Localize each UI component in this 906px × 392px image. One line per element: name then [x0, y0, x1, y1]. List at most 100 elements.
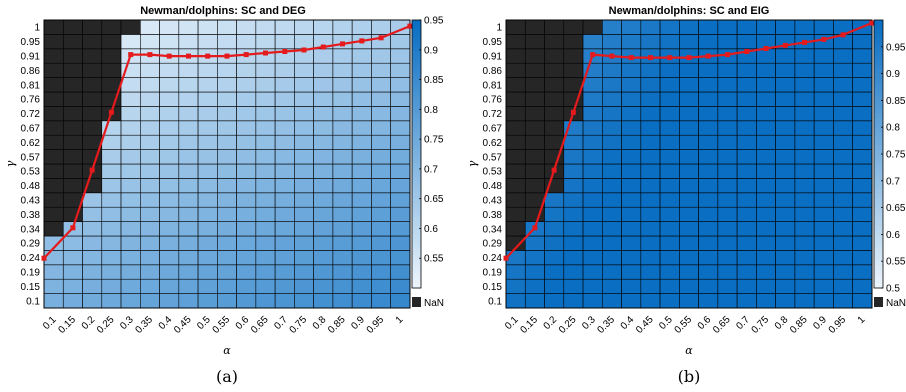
heatmap-cell	[833, 235, 853, 251]
heatmap-cell	[813, 192, 834, 208]
heatmap-cell	[833, 250, 853, 266]
plot-frame	[505, 19, 873, 309]
heatmap-cell	[544, 62, 565, 78]
heatmap-cell	[332, 48, 353, 64]
colorbar-segment	[874, 104, 883, 110]
x-axis-label: α	[685, 344, 693, 357]
heatmap-cell	[236, 19, 257, 35]
colorbar-segment	[412, 33, 421, 39]
heatmap-cell	[140, 206, 160, 222]
heatmap-cell	[178, 134, 199, 150]
heatmap-cell	[120, 178, 141, 194]
line-marker	[301, 47, 307, 53]
colorbar-segment	[874, 283, 883, 289]
colorbar-segment	[874, 100, 883, 106]
heatmap-cell	[313, 77, 334, 93]
heatmap-cell	[371, 293, 391, 309]
heatmap-cell	[101, 48, 122, 64]
heatmap-cell	[679, 120, 699, 136]
heatmap-cell	[775, 134, 796, 150]
heatmap-cell	[621, 163, 642, 179]
colorbar-segment	[412, 198, 421, 204]
colorbar-segment	[412, 189, 421, 195]
heatmap-cell	[371, 134, 391, 150]
heatmap-cell	[159, 192, 180, 208]
heatmap-cell	[717, 34, 738, 50]
heatmap-cell	[794, 192, 815, 208]
heatmap-cell	[159, 106, 180, 122]
heatmap-cell	[140, 62, 160, 78]
heatmap-cell	[351, 19, 372, 35]
line-marker	[686, 55, 692, 61]
heatmap-cell	[159, 62, 180, 78]
heatmap-cell	[813, 293, 834, 309]
heatmap-cell	[217, 106, 237, 122]
heatmap-cell	[756, 19, 776, 35]
heatmap-cell	[390, 278, 411, 294]
heatmap-cell	[101, 134, 122, 150]
colorbar-segment	[412, 243, 421, 249]
heatmap-cell	[736, 134, 757, 150]
heatmap-cell	[351, 163, 372, 179]
heatmap-cell	[178, 120, 199, 136]
heatmap-cell	[159, 178, 180, 194]
heatmap-cell	[159, 134, 180, 150]
heatmap-cell	[294, 149, 314, 165]
heatmap-cell	[582, 19, 603, 35]
chart-title: Newman/dolphins: SC and EIG	[609, 5, 770, 17]
heatmap-cell	[236, 91, 257, 107]
heatmap-cell	[120, 120, 141, 136]
nan-swatch	[874, 297, 883, 307]
heatmap-cell	[698, 91, 719, 107]
y-tick-label: 0.72	[483, 109, 503, 120]
heatmap-cell	[621, 77, 642, 93]
colorbar-segment	[874, 216, 883, 222]
x-tick-label: 0.45	[172, 314, 194, 336]
heatmap-cell	[679, 278, 699, 294]
y-tick-label: 0.19	[483, 268, 503, 279]
heatmap-cell	[601, 293, 622, 309]
heatmap-cell	[505, 120, 526, 136]
heatmap-cell	[274, 120, 295, 136]
heatmap-cell	[236, 134, 257, 150]
heatmap-cell	[82, 77, 103, 93]
heatmap-cell	[351, 120, 372, 136]
heatmap-cell	[236, 278, 257, 294]
heatmap-cells	[43, 19, 411, 309]
colorbar-segment	[874, 140, 883, 146]
heatmap-cell	[717, 278, 738, 294]
heatmap-cell	[82, 206, 103, 222]
colorbar-segment	[412, 234, 421, 240]
colorbar-segment	[874, 198, 883, 204]
heatmap-cell	[794, 264, 815, 280]
heatmap-cell	[178, 106, 199, 122]
optimal-line	[41, 23, 413, 261]
heatmap-cell	[563, 134, 584, 150]
colorbar-segment	[874, 131, 883, 137]
heatmap-cell	[390, 62, 411, 78]
heatmap-cell	[775, 120, 796, 136]
colorbar-segment	[874, 109, 883, 115]
heatmap-cell	[852, 91, 873, 107]
colorbar-segment	[412, 149, 421, 155]
heatmap-cell	[82, 235, 103, 251]
heatmap-cell	[390, 192, 411, 208]
heatmap-cell	[505, 134, 526, 150]
heatmap-cell	[563, 264, 584, 280]
heatmap-cell	[159, 264, 180, 280]
heatmap-cell	[197, 120, 218, 136]
heatmap-cell	[82, 91, 103, 107]
heatmap-cell	[351, 134, 372, 150]
heatmap-cell	[371, 278, 391, 294]
heatmap-cell	[332, 134, 353, 150]
colorbar-segment	[412, 221, 421, 226]
heatmap-cell	[371, 250, 391, 266]
colorbar-segment	[874, 145, 883, 151]
y-tick-label: 0.86	[483, 66, 503, 77]
colorbar-segment	[412, 194, 421, 200]
heatmap-cell	[717, 221, 738, 237]
heatmap-cell	[659, 250, 680, 266]
colorbar-segment	[412, 78, 421, 84]
colorbar-segment	[874, 261, 883, 267]
heatmap-cell	[371, 149, 391, 165]
